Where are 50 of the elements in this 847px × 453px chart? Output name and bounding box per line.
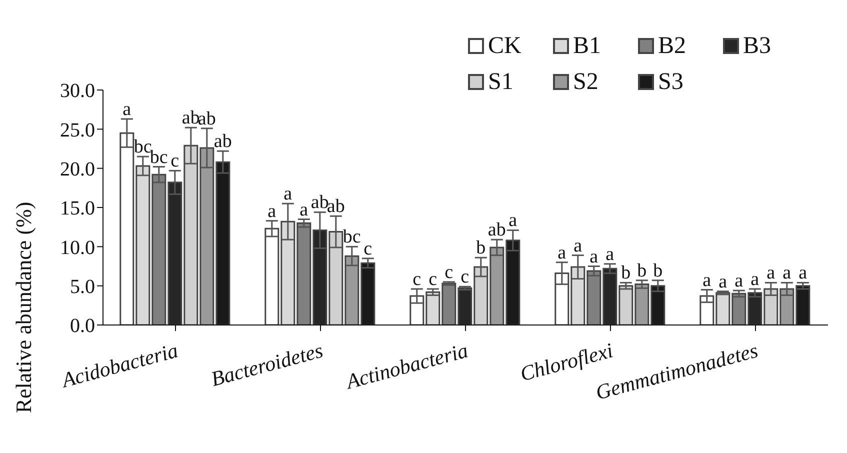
y-tick-label: 10.0 — [60, 236, 95, 259]
data-label: ab — [182, 108, 200, 129]
data-label: c — [444, 262, 454, 283]
data-label: a — [782, 262, 792, 284]
data-label: a — [702, 270, 712, 291]
data-label: b — [653, 260, 663, 282]
y-tick-label: 30.0 — [60, 80, 95, 102]
legend-label: S2 — [573, 68, 598, 97]
data-label: bc — [134, 136, 152, 158]
data-label: bc — [342, 226, 361, 248]
y-tick-label: 0.0 — [70, 315, 95, 338]
data-label: a — [734, 270, 744, 292]
data-label: c — [428, 268, 438, 290]
data-label: a — [122, 98, 132, 120]
y-tick-label: 20.0 — [60, 158, 95, 180]
y-tick-label: 15.0 — [60, 198, 95, 220]
y-tick-label: 25.0 — [60, 119, 95, 142]
legend-label: B1 — [573, 32, 602, 61]
data-label: a — [798, 262, 808, 284]
data-label: b — [476, 238, 486, 259]
data-label: a — [574, 235, 583, 256]
data-label: ab — [198, 108, 216, 130]
legend-label: CK — [488, 32, 522, 61]
data-label: b — [637, 260, 647, 282]
y-axis-title: Relative abundance (%) — [10, 202, 36, 414]
data-label: c — [170, 150, 180, 172]
data-label: a — [508, 210, 518, 232]
data-label: c — [412, 268, 422, 290]
data-label: a — [766, 262, 776, 284]
data-label: ab — [326, 196, 345, 218]
y-tick-label: 5.0 — [70, 276, 95, 298]
data-label: a — [750, 268, 760, 290]
legend-label: S1 — [488, 68, 514, 97]
data-label: a — [284, 184, 293, 205]
legend-label: B2 — [658, 32, 686, 61]
data-label: ab — [214, 131, 232, 152]
data-label: a — [718, 271, 728, 292]
data-label: ab — [488, 220, 506, 241]
data-label: a — [268, 200, 277, 222]
data-label: a — [590, 246, 599, 268]
data-label: c — [364, 238, 372, 260]
data-label: c — [460, 266, 470, 288]
data-label: bc — [150, 146, 168, 168]
data-label: b — [621, 262, 631, 284]
data-label: a — [606, 244, 615, 265]
legend-label: S3 — [658, 68, 684, 97]
data-label: a — [558, 242, 567, 264]
data-label: ab — [310, 192, 329, 214]
legend-label: B3 — [743, 32, 772, 61]
data-label: a — [300, 199, 309, 220]
